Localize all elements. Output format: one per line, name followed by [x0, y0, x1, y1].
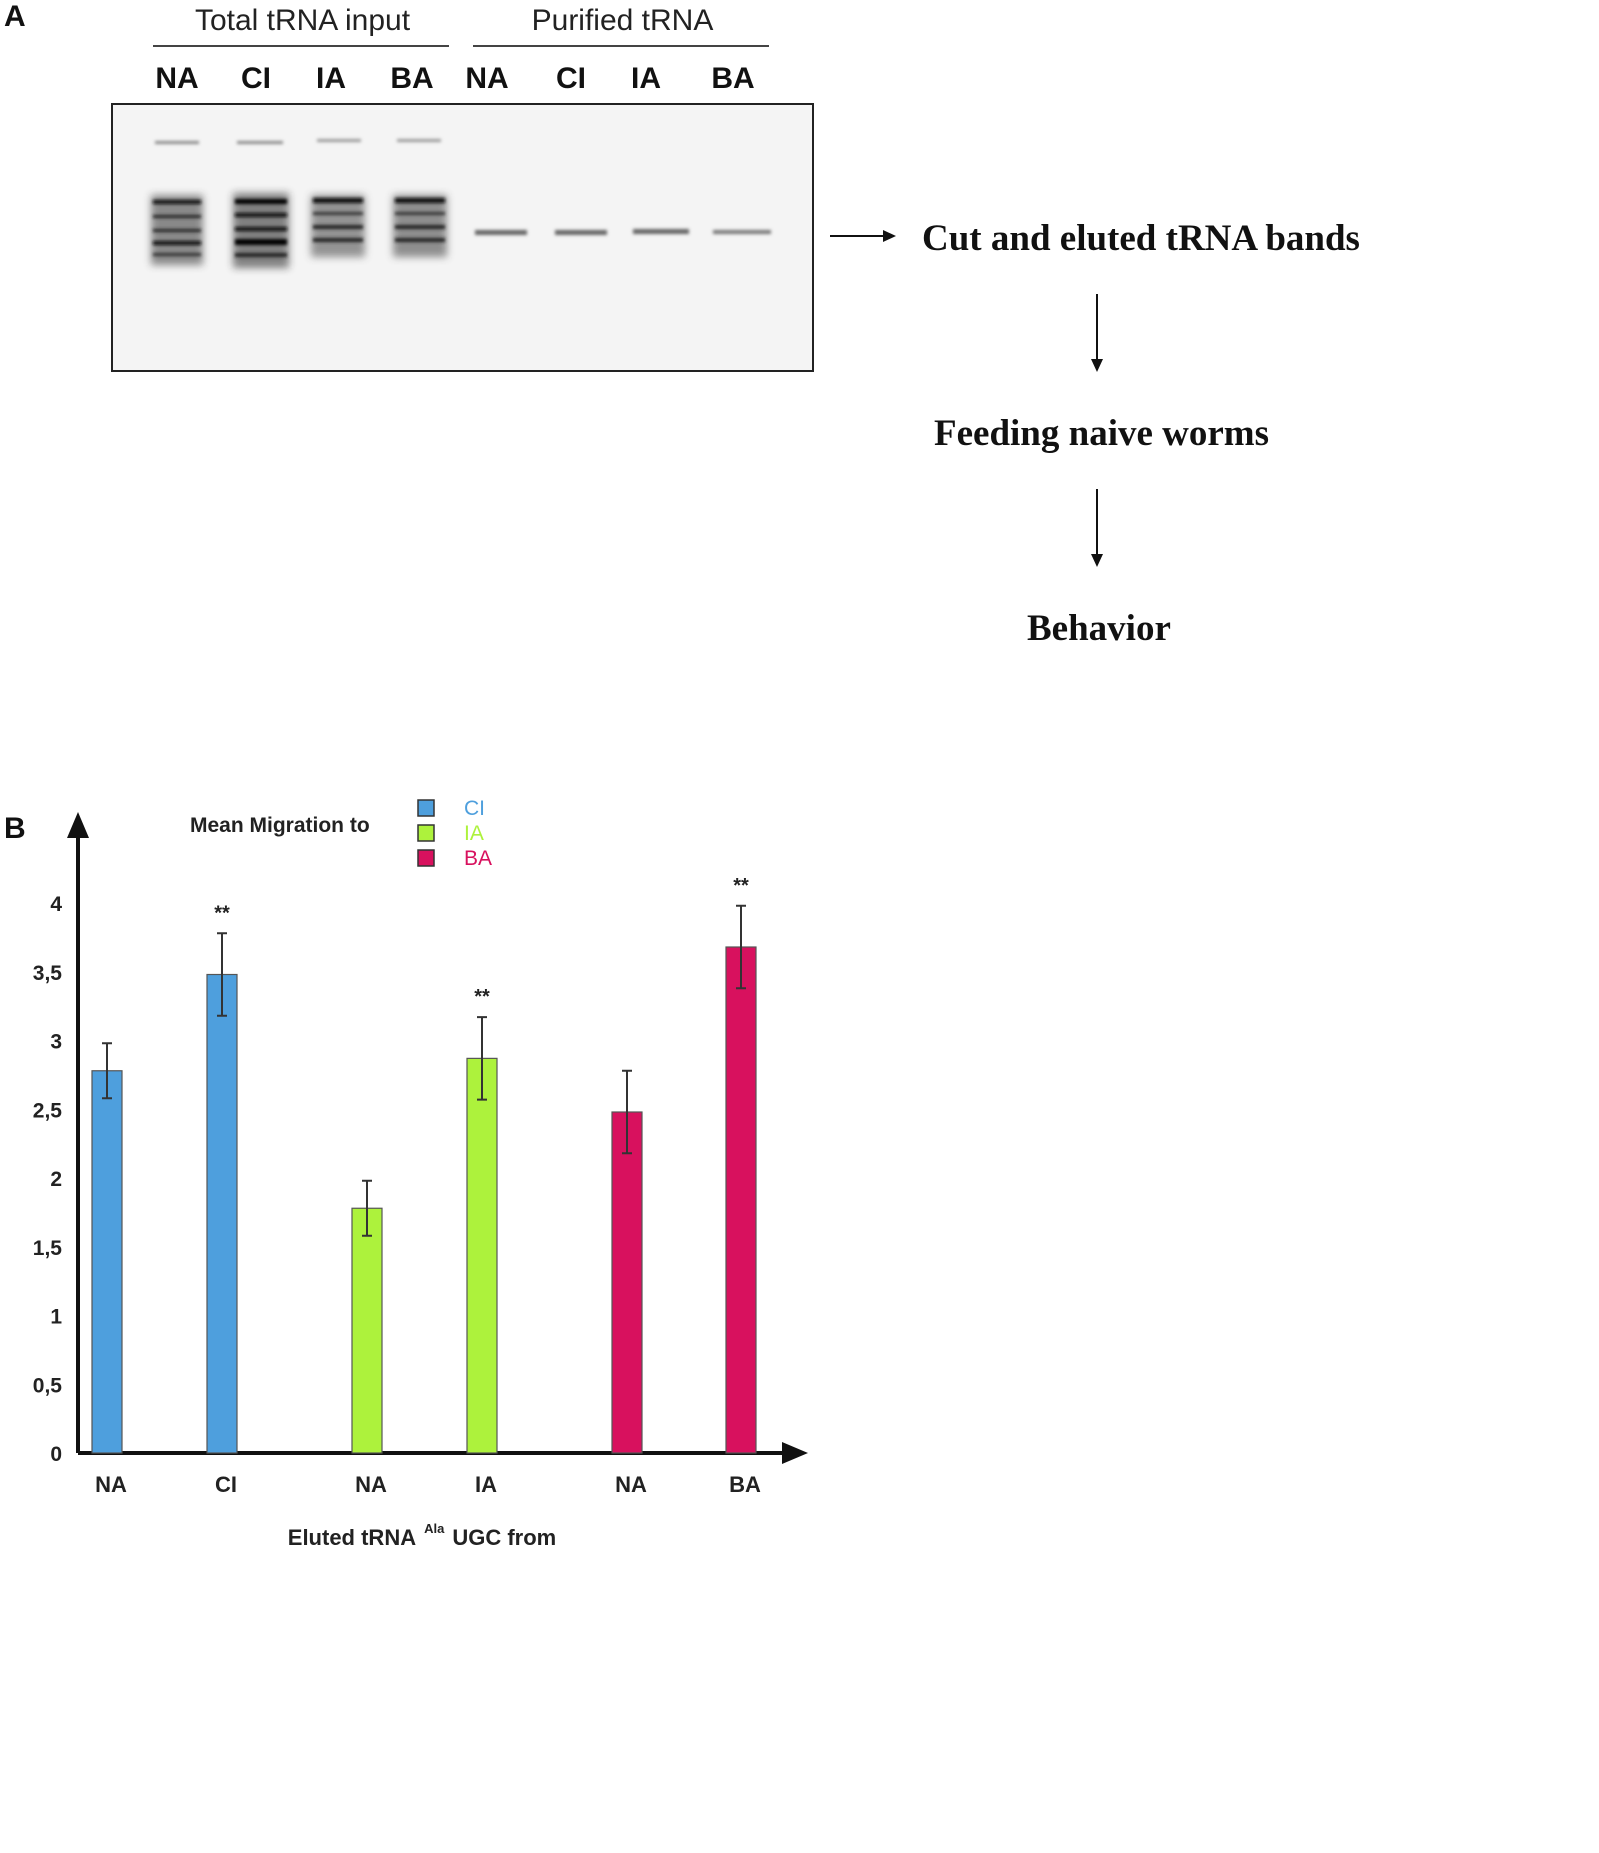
group-label-purified: Purified tRNA	[531, 4, 714, 37]
y-tick-label: 0	[50, 1443, 62, 1466]
x-tick-label: NA	[615, 1472, 647, 1497]
x-axis-label-suffix: UGC from	[452, 1525, 556, 1550]
panel-a-letter: A	[4, 0, 26, 33]
lane-label-7: IA	[631, 62, 661, 95]
y-tick-label: 3,5	[33, 962, 63, 985]
gel-band-lines	[153, 139, 771, 257]
arrow-down-icon	[1091, 294, 1103, 372]
significance-mark: **	[474, 986, 490, 1008]
y-ticks: 0 0,5 1 1,5 2 2,5 3 3,5 4	[33, 893, 63, 1466]
y-tick-label: 2	[50, 1168, 62, 1191]
bar	[725, 946, 757, 1454]
bar	[91, 1070, 123, 1454]
y-tick-label: 0,5	[33, 1374, 63, 1397]
bar	[466, 1057, 498, 1454]
lane-label-3: IA	[316, 62, 346, 95]
chart-axes	[67, 812, 808, 1464]
lane-label-2: CI	[241, 62, 271, 95]
bar	[351, 1207, 383, 1454]
legend-swatch	[417, 799, 435, 817]
panel-b-letter: B	[4, 812, 26, 845]
legend-label: BA	[464, 847, 492, 870]
x-axis-label-superscript: Ala	[424, 1521, 445, 1536]
bar	[611, 1111, 643, 1454]
bars	[91, 946, 757, 1454]
x-tick-label: NA	[95, 1472, 127, 1497]
x-axis-label-prefix: Eluted tRNA	[288, 1525, 416, 1550]
x-ticks: NA CI NA IA NA BA	[95, 1472, 761, 1497]
lane-label-5: NA	[465, 62, 509, 95]
flow-step-feeding: Feeding naive worms	[934, 413, 1270, 454]
lane-label-4: BA	[390, 62, 434, 95]
x-tick-label: BA	[729, 1472, 761, 1497]
error-bars	[102, 904, 746, 1237]
y-tick-label: 1,5	[33, 1237, 63, 1260]
gel-bands	[151, 139, 771, 268]
legend-label: CI	[464, 797, 485, 820]
x-tick-label: NA	[355, 1472, 387, 1497]
group-label-total: Total tRNA input	[194, 4, 411, 37]
flow-step-behavior: Behavior	[1027, 608, 1171, 649]
arrow-right-icon	[830, 230, 896, 242]
significance-mark: **	[214, 902, 230, 924]
y-tick-label: 1	[50, 1306, 62, 1329]
y-tick-label: 2,5	[33, 1099, 63, 1122]
lane-label-1: NA	[155, 62, 199, 95]
gel-image	[111, 103, 814, 372]
y-axis-arrow-icon	[67, 812, 89, 838]
x-tick-label: CI	[215, 1472, 237, 1497]
flow-step-cut-eluted: Cut and eluted tRNA bands	[922, 218, 1360, 259]
x-axis-label: Eluted tRNA Ala UGC from	[288, 1521, 556, 1550]
significance-mark: **	[733, 875, 749, 897]
x-tick-label: IA	[475, 1472, 497, 1497]
y-tick-label: 4	[50, 893, 62, 916]
legend-swatch	[417, 849, 435, 867]
bar-chart: 0 0,5 1 1,5 2 2,5 3 3,5 4 ** ** ** NA CI NA IA NA BA CI…	[33, 797, 808, 1550]
lane-label-6: CI	[556, 62, 586, 95]
bar	[206, 973, 238, 1454]
significance-marks: ** ** **	[214, 875, 749, 1008]
y-tick-label: 3	[50, 1031, 62, 1054]
arrow-down-icon	[1091, 489, 1103, 567]
group-rule-purified	[473, 45, 769, 47]
legend-label: IA	[464, 822, 484, 845]
chart-title: Mean Migration to	[190, 814, 370, 837]
legend-swatch	[417, 824, 435, 842]
x-axis-arrow-icon	[782, 1442, 808, 1464]
group-rule-total	[153, 45, 449, 47]
lane-label-8: BA	[711, 62, 755, 95]
